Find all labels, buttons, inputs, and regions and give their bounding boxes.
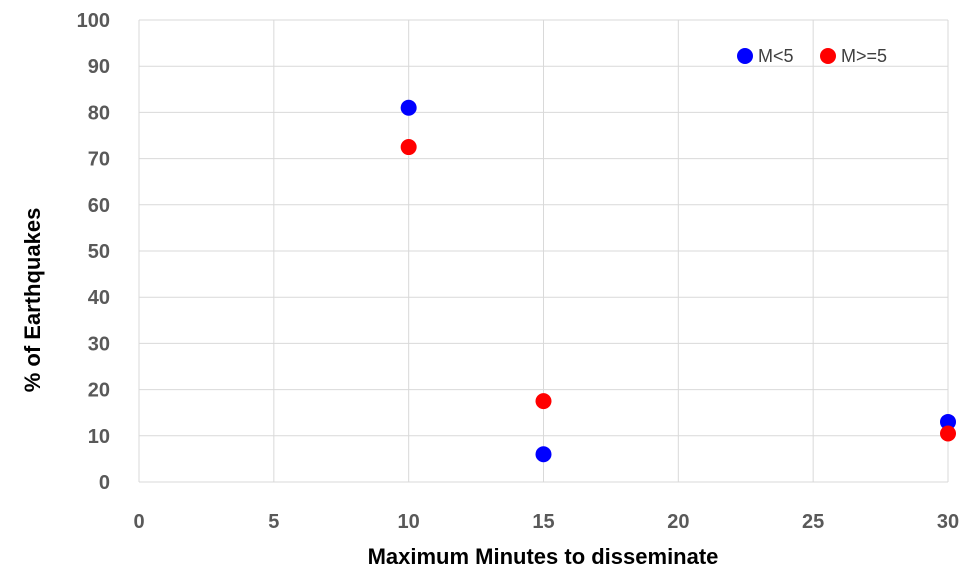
- y-tick-label: 80: [88, 102, 110, 124]
- y-tick-label: 90: [88, 56, 110, 78]
- y-tick-label: 30: [88, 333, 110, 355]
- y-tick-label: 10: [88, 426, 110, 448]
- y-tick-label: 20: [88, 380, 110, 402]
- x-tick-label: 20: [667, 511, 689, 533]
- data-point-m-lt-5: [400, 99, 417, 116]
- data-point-m-gte-5: [400, 139, 417, 156]
- data-point-m-lt-5: [940, 413, 956, 430]
- y-tick-label: 70: [88, 149, 110, 171]
- data-point-m-gte-5: [535, 393, 552, 410]
- x-tick-label: 30: [937, 511, 959, 533]
- data-point-m-lt-5: [535, 446, 552, 463]
- legend-marker: [820, 48, 836, 64]
- y-tick-label: 100: [77, 10, 110, 32]
- data-points: [400, 99, 956, 463]
- x-tick-label: 25: [802, 511, 824, 533]
- y-tick-label: 40: [88, 287, 110, 309]
- y-axis-title: % of Earthquakes: [20, 208, 45, 393]
- grid: [138, 19, 949, 483]
- legend-label: M<5: [758, 46, 794, 66]
- legend-marker: [737, 48, 753, 64]
- legend: M<5 M>=5: [737, 46, 887, 66]
- x-tick-label: 10: [398, 511, 420, 533]
- data-point-m-gte-5: [940, 425, 956, 442]
- x-axis-title: Maximum Minutes to disseminate: [368, 544, 719, 569]
- y-axis-ticks: 0 10 20 30 40 50 60 70 80 90 100: [77, 10, 110, 494]
- x-tick-label: 0: [133, 511, 144, 533]
- y-tick-label: 50: [88, 241, 110, 263]
- legend-label: M>=5: [841, 46, 887, 66]
- x-tick-label: 5: [268, 511, 279, 533]
- x-tick-label: 15: [532, 511, 554, 533]
- y-tick-label: 60: [88, 195, 110, 217]
- x-axis-ticks: 0 5 10 15 20 25 30: [133, 511, 959, 533]
- y-tick-label: 0: [99, 472, 110, 494]
